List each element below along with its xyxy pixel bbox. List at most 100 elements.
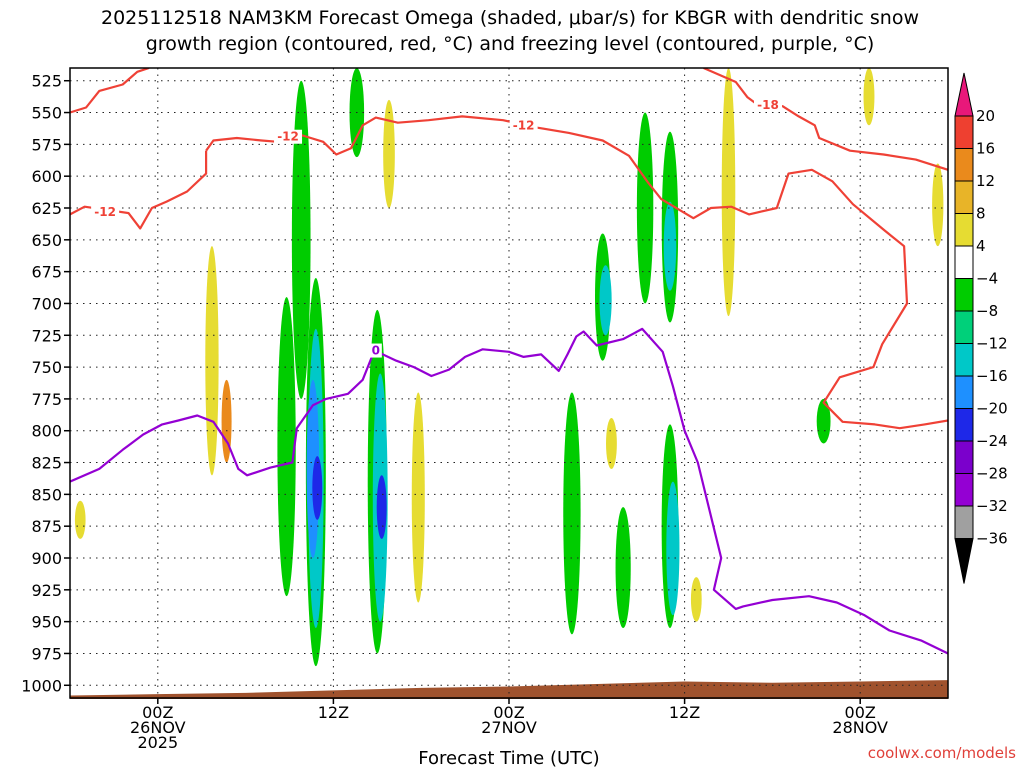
colorbar-swatch-8 (954, 278, 974, 312)
x-tick-label-0-2: 26NOV (130, 718, 186, 737)
omega-blob-ascent-e-inner (599, 265, 612, 336)
y-tick-label-875: 875 (31, 517, 62, 536)
x-tick-label-0-1: 00Z (142, 703, 173, 722)
omega-blob-upper-sink (383, 99, 395, 208)
colorbar-label--20: −20 (976, 400, 1008, 418)
terrain-surface (70, 680, 948, 699)
x-tick-label-24-2: 27NOV (481, 718, 537, 737)
x-tick-label-48-1: 00Z (845, 703, 876, 722)
omega-blob-sink-6 (690, 577, 702, 622)
y-tick-label-650: 650 (31, 231, 62, 250)
dgz-top-18-label-bg (754, 97, 783, 112)
credit-link[interactable]: coolwx.com/models (868, 744, 1016, 762)
omega-blob-ascent-top (291, 80, 311, 399)
omega-blob-ascent-b-max (312, 456, 323, 520)
omega-blob-sink-4 (863, 68, 875, 126)
colorbar-label--4: −4 (976, 270, 998, 288)
omega-blob-sink-5 (932, 163, 944, 247)
y-tick-label-825: 825 (31, 454, 62, 473)
dgz-top-12-upper (70, 68, 150, 114)
chart-title-line-1: 2025112518 NAM3KM Forecast Omega (shaded… (101, 7, 919, 29)
chart-title-line-2: growth region (contoured, red, °C) and f… (146, 33, 875, 55)
x-axis-label: Forecast Time (UTC) (418, 748, 599, 768)
y-tick-label-600: 600 (31, 167, 62, 186)
y-tick-label-625: 625 (31, 199, 62, 218)
freezing-level-label: 0 (372, 344, 380, 358)
omega-blob-ascent-f (615, 507, 631, 628)
dgz-12-mid-label-bg (274, 129, 303, 144)
colorbar-swatch-4 (954, 408, 974, 442)
colorbar-label-4: 4 (976, 237, 986, 255)
y-tick-label-850: 850 (31, 485, 62, 504)
y-tick-label-750: 750 (31, 358, 62, 377)
dgz-top-18 (703, 68, 948, 171)
omega-blob-ascent-d (563, 392, 581, 635)
dgz-12-left-label: -12 (94, 205, 116, 219)
colorbar-label-12: 12 (976, 172, 995, 190)
x-tick-label-24-1: 00Z (493, 703, 524, 722)
grid-layer (70, 68, 948, 698)
dgz-12-mid (205, 115, 948, 430)
pressure-axis: 525 550 575 600 625 650 675 700 725 750 775 800 825 8… (21, 72, 70, 695)
colorbar-swatch-7 (954, 310, 974, 344)
colorbar-swatch-5 (954, 375, 974, 409)
dgz-top-12-upper-label-bg (509, 118, 538, 133)
y-tick-label-925: 925 (31, 581, 62, 600)
colorbar-over-arrow (954, 72, 974, 117)
dgz-top-18-label: -18 (757, 98, 779, 112)
omega-blob-ascent-g-inner (666, 481, 680, 616)
colorbar-swatch-11 (954, 180, 974, 214)
colorbar-swatch-2 (954, 473, 974, 507)
colorbar-label-8: 8 (976, 205, 986, 223)
dgz-top-12-upper-label: -12 (513, 118, 535, 132)
y-tick-label-550: 550 (31, 104, 62, 123)
x-tick-label-0-3: 2025 (137, 733, 178, 752)
colorbar-label-16: 16 (976, 140, 995, 158)
colorbar-label--16: −16 (976, 367, 1008, 385)
y-tick-label-800: 800 (31, 422, 62, 441)
omega-blob-sink-3 (606, 418, 617, 469)
colorbar-swatch-1 (954, 505, 974, 539)
freezing-level-label-bg (369, 343, 382, 358)
omega-blob-ascent-a (277, 297, 296, 597)
y-tick-label-900: 900 (31, 549, 62, 568)
y-tick-label-725: 725 (31, 326, 62, 345)
terrain-layer (70, 680, 948, 699)
colorbar-swatch-12 (954, 148, 974, 182)
x-tick-label-12-1: 12Z (318, 703, 349, 722)
omega-blob-rise-1 (205, 246, 219, 476)
omega-blob-upper-rise-2 (636, 112, 654, 304)
y-tick-label-1000: 1000 (21, 676, 62, 695)
freezing-level (70, 327, 948, 655)
x-tick-label-36-1: 12Z (669, 703, 700, 722)
colorbar-swatch-10 (954, 213, 974, 247)
colorbar-swatch-13 (954, 115, 974, 149)
omega-blob-ascent-c-max (376, 475, 387, 539)
y-tick-label-675: 675 (31, 263, 62, 282)
colorbar-label-20: 20 (976, 107, 995, 125)
dgz-12-left-label-bg (91, 204, 120, 219)
omega-colorbar: 20 16 12 8 4 −4 −8 −12 −16 −20 −24 −28 −32 −36 (954, 72, 1008, 584)
omega-blob-early-rise (74, 500, 86, 539)
y-tick-label-575: 575 (31, 135, 62, 154)
colorbar-under-arrow (954, 538, 974, 584)
omega-blob-rise-1-core (221, 379, 232, 463)
omega-shading-layer (74, 68, 944, 667)
colorbar-swatch-9 (954, 245, 974, 279)
y-tick-label-950: 950 (31, 613, 62, 632)
colorbar-label--28: −28 (976, 465, 1008, 483)
colorbar-swatch-6 (954, 343, 974, 377)
contour-layer (70, 68, 948, 655)
y-tick-label-975: 975 (31, 644, 62, 663)
x-tick-label-48-2: 28NOV (832, 718, 888, 737)
omega-blob-sink-1 (411, 392, 425, 603)
colorbar-label--8: −8 (976, 302, 998, 320)
plot-frame (69, 67, 949, 699)
y-tick-label-775: 775 (31, 390, 62, 409)
contour-labels: -18 -12 -12 -12 0 (91, 97, 783, 358)
colorbar-swatch-3 (954, 440, 974, 474)
omega-blob-upper-rise-3-inner (663, 201, 677, 291)
colorbar-label--32: −32 (976, 497, 1008, 515)
